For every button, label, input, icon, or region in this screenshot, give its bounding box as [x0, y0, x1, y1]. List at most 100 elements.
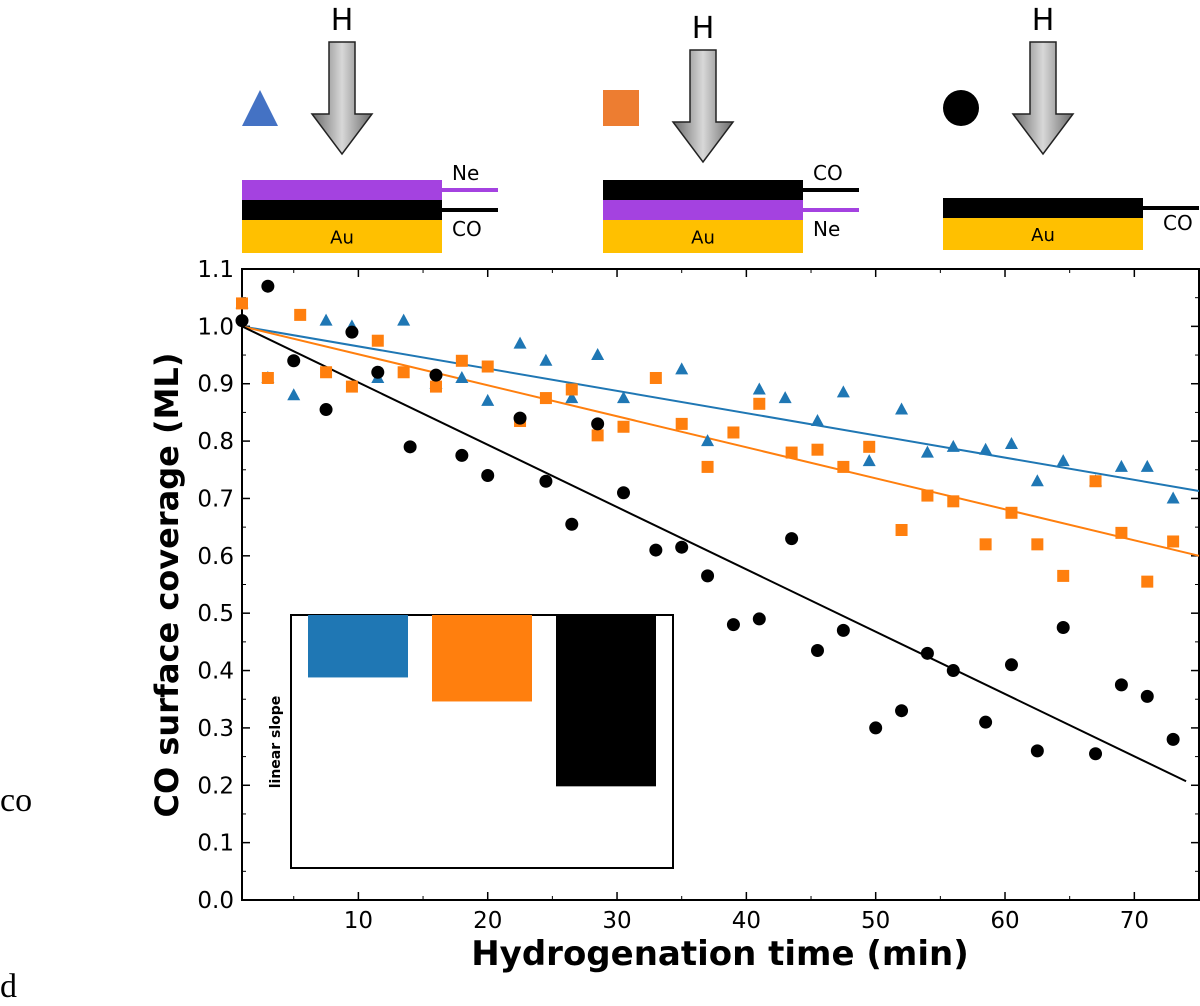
data-point-circle: [371, 365, 385, 379]
layer-label-co: CO: [1163, 211, 1193, 235]
data-point-circle: [1166, 732, 1180, 746]
main-chart: 10 20 30 40 50 60 70 0.0 0.1 0.2 0.3 0.4 0.5 0.6 0.7 0.…: [148, 257, 1200, 974]
data-point-circle: [403, 440, 417, 454]
data-point-triangle: [701, 434, 715, 447]
hydrogen-arrow-icon: [310, 41, 374, 156]
data-point-triangle: [1114, 459, 1128, 472]
data-point-triangle: [513, 336, 527, 349]
data-point-circle: [319, 403, 333, 417]
data-point-triangle: [455, 370, 469, 383]
data-point-square: [947, 495, 960, 508]
data-points: [235, 279, 1180, 761]
data-point-circle: [1114, 678, 1128, 692]
data-point-circle: [1004, 658, 1018, 672]
stray-text-d: d: [0, 968, 17, 1005]
data-point-triangle: [920, 445, 934, 458]
schematic-panel-2: H CO Ne Au: [603, 11, 859, 253]
inset-bar-chart: linear slope: [268, 614, 674, 869]
data-point-square: [236, 297, 248, 310]
x-tick-label: 50: [861, 908, 890, 934]
data-point-triangle: [810, 414, 824, 427]
data-point-circle: [1056, 621, 1070, 635]
y-tick-label: 0.9: [197, 372, 234, 398]
hydrogen-label: H: [331, 3, 354, 38]
x-axis-label: Hydrogenation time (min): [471, 934, 969, 974]
layer-label-au: Au: [1031, 225, 1055, 246]
data-point-square: [539, 392, 552, 405]
y-axis-label: CO surface coverage (ML): [148, 353, 186, 818]
data-point-square: [979, 538, 992, 551]
inset-y-label: linear slope: [268, 696, 284, 789]
data-point-triangle: [778, 391, 792, 404]
data-point-triangle: [1140, 459, 1154, 472]
layer-au: [603, 220, 803, 253]
data-point-square: [1141, 575, 1154, 588]
data-point-triangle: [319, 313, 333, 326]
data-point-square: [863, 440, 876, 453]
data-point-triangle: [1030, 474, 1044, 487]
x-tick-label: 20: [473, 908, 502, 934]
fit-line-square: [241, 325, 1200, 557]
y-tick-label: 0.5: [197, 601, 234, 627]
data-point-square: [753, 397, 766, 410]
layer-label-co: CO: [452, 217, 482, 241]
stray-text-co: co: [0, 782, 33, 819]
data-point-circle: [726, 618, 740, 632]
data-point-triangle: [1004, 436, 1018, 449]
fit-line-triangle: [241, 325, 1200, 492]
layer-co: [603, 180, 803, 200]
layer-label-ne: Ne: [813, 217, 840, 241]
hydrogen-label: H: [692, 11, 715, 46]
layer-au: [943, 218, 1143, 250]
data-point-circle: [429, 368, 443, 382]
layer-ne: [242, 180, 442, 200]
data-point-square: [1057, 569, 1070, 582]
data-point-square: [837, 460, 850, 473]
data-point-square: [727, 426, 740, 439]
data-point-square: [1167, 535, 1180, 548]
data-point-circle: [261, 279, 275, 293]
data-point-square: [481, 360, 494, 373]
data-point-triangle: [862, 454, 876, 467]
data-point-circle: [869, 721, 883, 735]
data-point-square: [371, 334, 384, 347]
x-tick-label: 70: [1120, 908, 1149, 934]
y-tick-label: 0.7: [197, 486, 234, 512]
inset-bars: [308, 615, 656, 787]
data-point-circle: [481, 469, 495, 483]
layer-label-au: Au: [691, 228, 715, 249]
data-point-triangle: [895, 402, 909, 415]
fit-line-circle: [241, 325, 1187, 783]
y-tick-label: 1.1: [197, 257, 234, 283]
data-point-circle: [345, 325, 359, 339]
schematic-panel-3: H CO Au: [943, 3, 1199, 250]
data-point-square: [1031, 538, 1044, 551]
y-tick-label: 0.6: [197, 544, 234, 570]
data-point-square: [345, 380, 358, 393]
data-point-triangle: [1166, 491, 1180, 504]
layer-label-ne: Ne: [452, 161, 479, 185]
inset-bar-2: [432, 615, 532, 702]
data-point-square: [320, 366, 333, 379]
data-point-circle: [539, 474, 553, 488]
hydrogen-arrow-icon: [1011, 41, 1075, 156]
data-point-square: [1005, 506, 1018, 519]
layer-ne: [603, 200, 803, 220]
data-point-circle: [895, 704, 909, 718]
data-point-square: [397, 366, 410, 379]
x-tick-label: 40: [732, 908, 761, 934]
layer-au: [242, 220, 442, 253]
y-tick-label: 0.3: [197, 716, 234, 742]
data-point-circle: [565, 517, 579, 531]
data-point-circle: [836, 623, 850, 637]
data-point-circle: [1089, 747, 1103, 761]
data-point-circle: [701, 569, 715, 583]
data-point-square: [921, 489, 934, 502]
inset-bar-1: [308, 615, 408, 678]
data-point-square: [591, 429, 604, 442]
data-point-square: [617, 420, 630, 433]
data-point-triangle: [539, 353, 553, 366]
data-point-circle: [1140, 689, 1154, 703]
data-point-square: [565, 383, 578, 396]
data-point-circle: [287, 354, 301, 368]
